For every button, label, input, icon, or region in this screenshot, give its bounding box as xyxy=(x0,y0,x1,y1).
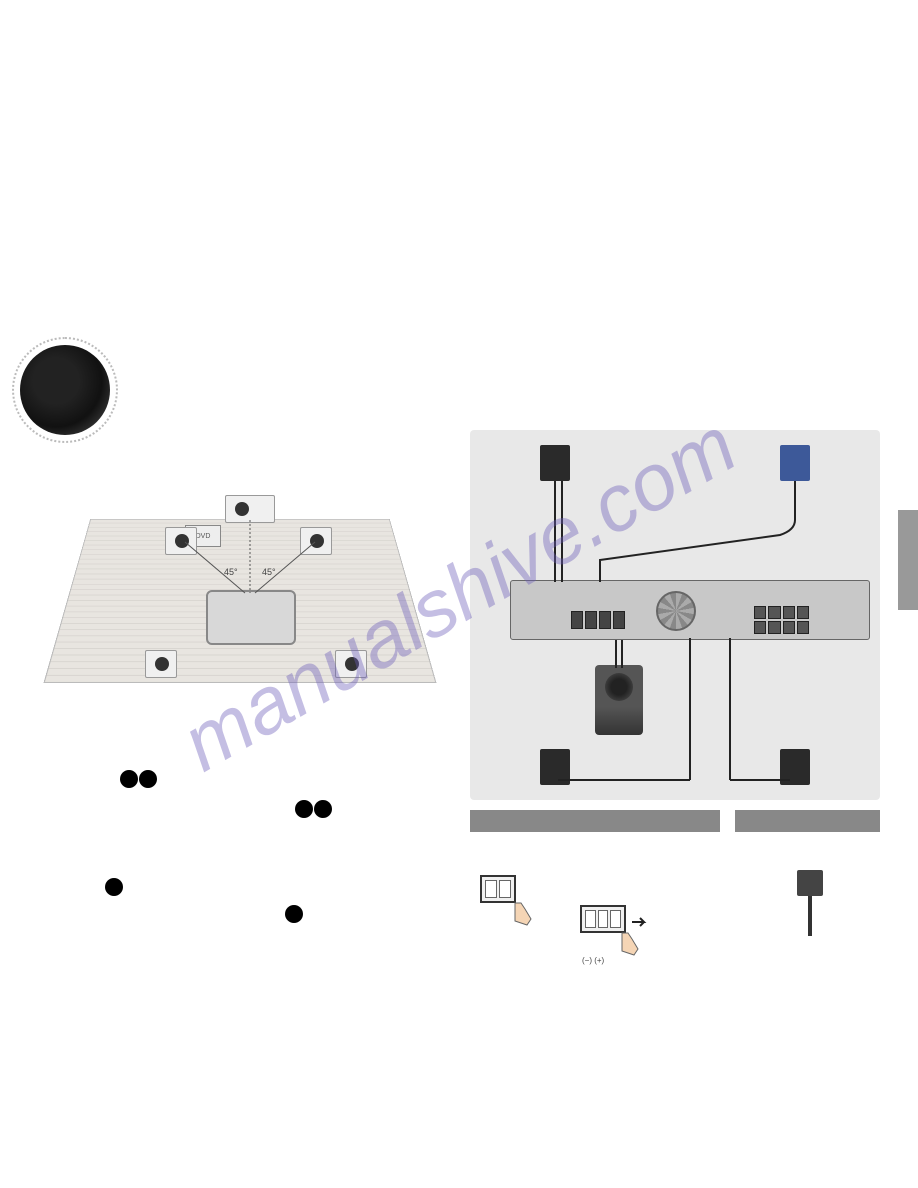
hand-icon xyxy=(511,901,535,927)
divider-bar-right xyxy=(735,810,880,832)
angle-right-label: 45° xyxy=(262,567,276,577)
section-divider-bars xyxy=(470,810,880,832)
hand-icon xyxy=(618,931,642,957)
receiver-back-panel xyxy=(510,580,870,640)
subwoofer xyxy=(595,665,643,735)
plug-wire xyxy=(808,896,812,936)
center-speaker xyxy=(225,495,275,523)
rear-right-speaker xyxy=(335,650,367,678)
speaker-terminals-left xyxy=(571,611,631,633)
bullet-pair-1 xyxy=(120,770,157,788)
bullet-single-2 xyxy=(285,905,303,923)
wiring-diagram xyxy=(470,430,880,800)
plug-head-icon xyxy=(797,870,823,896)
rear-left-speaker xyxy=(145,650,177,678)
front-right-speaker xyxy=(300,527,332,555)
terminal-insert-step2: (−) (+) xyxy=(580,905,630,947)
listening-position-couch xyxy=(206,590,296,645)
front-left-speaker xyxy=(165,527,197,555)
arrow-icon xyxy=(630,915,650,930)
divider-bar-left xyxy=(470,810,720,832)
room-layout-diagram: DVD 45° 45° xyxy=(70,445,410,705)
bullet-single-1 xyxy=(105,878,123,896)
connector-plug xyxy=(790,870,830,912)
terminal-press-step1 xyxy=(480,875,530,917)
speaker-cone-illustration xyxy=(20,345,110,435)
page-side-tab xyxy=(898,510,918,610)
wiring-front-right-speaker xyxy=(780,445,810,481)
angle-left-label: 45° xyxy=(224,567,238,577)
polarity-label: (−) (+) xyxy=(582,956,604,965)
speaker-terminals-right xyxy=(754,606,809,634)
bullet-pair-2 xyxy=(295,800,332,818)
receiver-fan-icon xyxy=(656,591,696,631)
wiring-rear-left-speaker xyxy=(540,749,570,785)
wiring-rear-right-speaker xyxy=(780,749,810,785)
wiring-front-left-speaker xyxy=(540,445,570,481)
